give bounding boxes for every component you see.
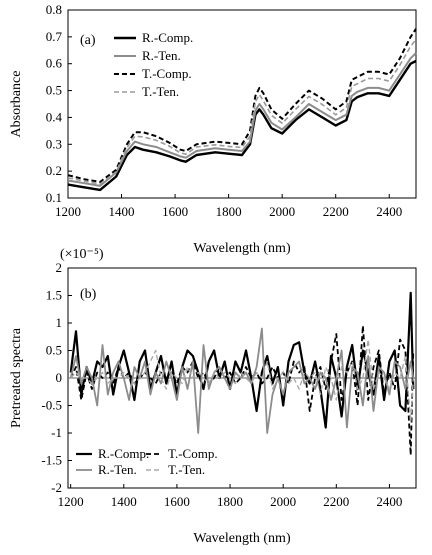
x-tick-label: 1200 — [58, 494, 84, 509]
x-axis-title-a: Wavelength (nm) — [193, 241, 291, 256]
panel-label-b: (b) — [80, 287, 97, 302]
x-tick-label: 2000 — [269, 204, 295, 219]
series-line-t-comp — [69, 324, 415, 456]
y-tick-label: -0.5 — [41, 398, 62, 413]
legend-label: T.-Comp. — [168, 446, 218, 461]
scale-label-b: (×10⁻⁵) — [60, 247, 104, 262]
y-tick-label: 0.5 — [46, 343, 62, 358]
y-tick-label: 0.7 — [46, 29, 63, 44]
legend-label: R.-Ten. — [98, 462, 137, 477]
y-tick-label: 0 — [56, 370, 63, 385]
x-tick-label: 1400 — [109, 204, 135, 219]
plot-frame-a — [67, 9, 417, 199]
x-axis-title-b: Wavelength (nm) — [193, 531, 291, 546]
y-tick-label: -1 — [51, 425, 62, 440]
chart-pretreated: (×10⁻⁵) (b) Wavelength (nm) Pretreated s… — [9, 247, 417, 546]
x-tick-label: 2200 — [323, 204, 349, 219]
y-tick-label: -1.5 — [41, 453, 62, 468]
y-tick-label: 0.2 — [46, 163, 62, 178]
legend-label: R.-Ten. — [142, 48, 181, 63]
y-tick-label: 0.5 — [46, 83, 62, 98]
series-line-t-ten — [67, 39, 417, 185]
legend-label: T.-Ten. — [168, 462, 205, 477]
legend-label: R.-Comp. — [142, 30, 193, 45]
y-axis-title-b: Pretreated spectra — [9, 327, 24, 428]
y-tick-label: 2 — [56, 260, 63, 275]
y-axis-title-a: Absorbance — [9, 71, 24, 138]
series-line-r-comp — [67, 59, 417, 192]
x-tick-label: 2200 — [323, 494, 349, 509]
legend-label: R.-Comp. — [98, 446, 149, 461]
x-tick-label: 1800 — [216, 204, 242, 219]
x-tick-label: 1800 — [217, 494, 243, 509]
series-line-r-comp — [69, 291, 415, 429]
y-tick-label: 0.8 — [46, 2, 62, 17]
x-tick-label: 1400 — [111, 494, 137, 509]
y-tick-label: 0.1 — [46, 190, 62, 205]
x-tick-label: 1600 — [164, 494, 190, 509]
y-tick-label: 1.5 — [46, 288, 62, 303]
legend-label: T.-Ten. — [142, 84, 179, 99]
series-line-r-ten — [67, 52, 417, 187]
panel-label-a: (a) — [80, 33, 96, 48]
x-tick-label: 2400 — [376, 204, 402, 219]
series-line-t-comp — [67, 28, 417, 183]
x-tick-label: 2400 — [376, 494, 402, 509]
x-tick-label: 2000 — [270, 494, 296, 509]
y-tick-label: 0.4 — [46, 109, 63, 124]
series-line-t-ten — [70, 338, 414, 423]
legend-label: T.-Comp. — [142, 66, 192, 81]
y-tick-label: 1 — [56, 315, 63, 330]
y-tick-label: 0.3 — [46, 136, 62, 151]
y-tick-label: -2 — [51, 480, 62, 495]
x-tick-label: 1200 — [55, 204, 81, 219]
y-tick-label: 0.6 — [46, 56, 63, 71]
chart-absorbance: (a) Wavelength (nm) Absorbance 1200 1400 1… — [9, 2, 417, 256]
x-tick-label: 1600 — [162, 204, 188, 219]
